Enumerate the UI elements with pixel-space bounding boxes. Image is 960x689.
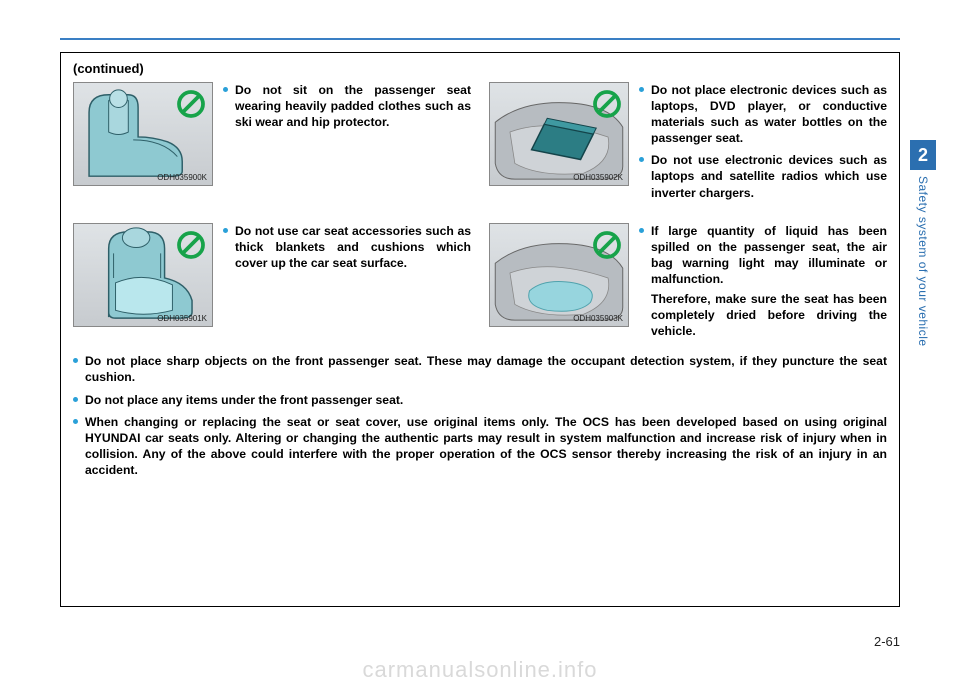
cell-2-text: Do not use car seat accessories such as … (223, 223, 471, 340)
bullet-text: Do not use electronic devices such as la… (639, 152, 887, 200)
prohibit-icon (176, 89, 206, 119)
bullet-text: Do not place electronic devices such as … (639, 82, 887, 146)
thumb-accessory: ODH035901K (73, 223, 213, 327)
bullet-text: When changing or replacing the seat or s… (73, 414, 887, 478)
side-tab: 2 Safety system of your vehicle (910, 140, 936, 420)
top-rule (60, 38, 900, 40)
bullet-text: Do not sit on the passenger seat wearing… (223, 82, 471, 130)
image-code: ODH035902K (573, 173, 623, 182)
continued-label: (continued) (73, 61, 887, 76)
bullet-text: If large quantity of liquid has been spi… (639, 223, 887, 287)
chapter-number: 2 (910, 140, 936, 170)
cell-accessory: ODH035901K Do not use car seat accessori… (73, 223, 471, 340)
bullet-text: Do not place any items under the front p… (73, 392, 887, 408)
cell-laptop: ODH035902K Do not place electronic devic… (489, 82, 887, 207)
thumb-padded-clothes: ODH035900K (73, 82, 213, 186)
cell-liquid: ODH035903K If large quantity of liquid h… (489, 223, 887, 340)
thumb-liquid: ODH035903K (489, 223, 629, 327)
prohibit-icon (176, 230, 206, 260)
thumb-laptop: ODH035902K (489, 82, 629, 186)
manual-page: (continued) ODH035900K (0, 0, 960, 689)
image-code: ODH035900K (157, 173, 207, 182)
cell-1-text: Do not place electronic devices such as … (639, 82, 887, 207)
illustration-grid: ODH035900K Do not sit on the passenger s… (73, 82, 887, 339)
bottom-bullets: Do not place sharp objects on the front … (73, 353, 887, 478)
cell-0-text: Do not sit on the passenger seat wearing… (223, 82, 471, 207)
prohibit-icon (592, 89, 622, 119)
bullet-text: Do not use car seat accessories such as … (223, 223, 471, 271)
prohibit-icon (592, 230, 622, 260)
image-code: ODH035901K (157, 314, 207, 323)
page-number: 2-61 (874, 634, 900, 649)
cell-3-text: If large quantity of liquid has been spi… (639, 223, 887, 340)
chapter-label: Safety system of your vehicle (916, 176, 930, 347)
watermark: carmanualsonline.info (0, 657, 960, 683)
bullet-text: Do not place sharp objects on the front … (73, 353, 887, 385)
cell-padded-clothes: ODH035900K Do not sit on the passenger s… (73, 82, 471, 207)
image-code: ODH035903K (573, 314, 623, 323)
bullet-extra: Therefore, make sure the seat has been c… (639, 291, 887, 339)
warning-box: (continued) ODH035900K (60, 52, 900, 607)
